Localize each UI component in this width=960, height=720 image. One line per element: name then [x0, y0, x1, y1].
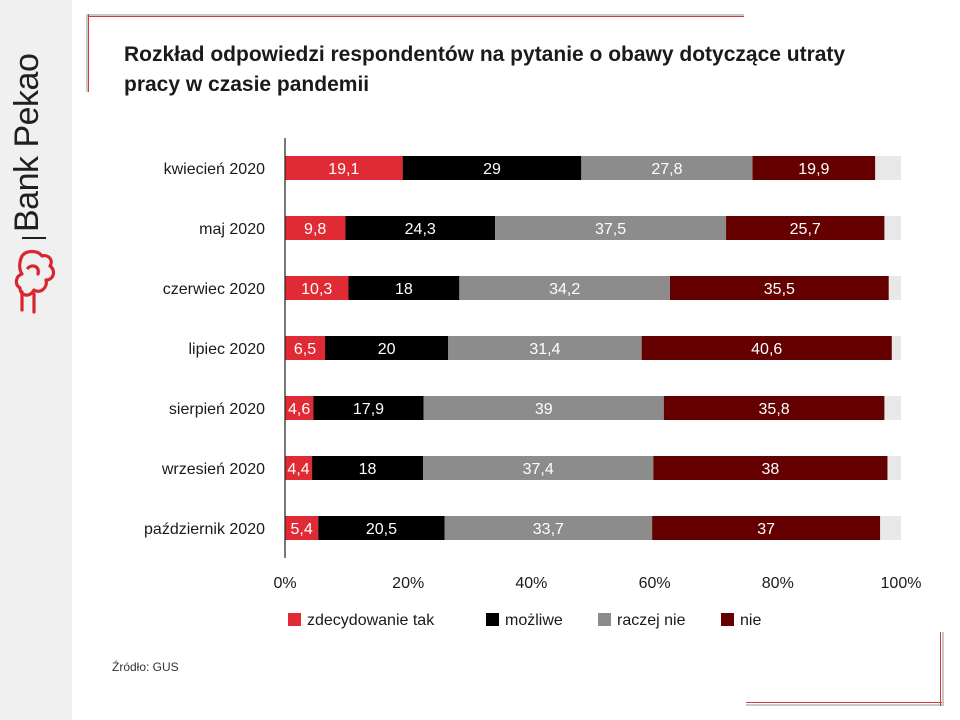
bar-segment — [285, 216, 346, 240]
bar-segment — [726, 216, 885, 240]
data-label: 29 — [483, 161, 501, 178]
legend-label: raczej nie — [617, 612, 686, 629]
bar-segment — [663, 396, 885, 420]
legend-label: możliwe — [505, 612, 563, 629]
data-label: 18 — [359, 461, 377, 478]
data-label: 35,8 — [759, 401, 790, 418]
data-label: 20 — [378, 341, 396, 358]
bar-segment — [285, 396, 314, 420]
bar-segment — [345, 216, 496, 240]
data-label: 35,5 — [764, 281, 795, 298]
bar-segment — [653, 456, 888, 480]
bar-segment — [312, 456, 423, 480]
chart-title: Rozkład odpowiedzi respondentów na pytan… — [124, 43, 846, 96]
source-note: Źródło: GUS — [112, 660, 179, 674]
bar-segment — [348, 276, 460, 300]
bar-segment — [495, 216, 727, 240]
category-label: maj 2020 — [199, 221, 265, 238]
category-label: kwiecień 2020 — [164, 161, 266, 178]
data-label: 40,6 — [751, 341, 782, 358]
x-tick-label: 60% — [639, 575, 671, 592]
legend-swatch — [288, 613, 301, 626]
data-label: 31,4 — [529, 341, 560, 358]
data-label: 37 — [757, 521, 775, 538]
legend-swatch — [598, 613, 611, 626]
data-label: 25,7 — [790, 221, 821, 238]
bar-segment — [670, 276, 889, 300]
frame-right-accent — [940, 632, 941, 706]
frame-right-line — [942, 632, 944, 706]
legend-label: zdecydowanie tak — [307, 612, 435, 629]
category-label: wrzesień 2020 — [161, 461, 265, 478]
data-label: 37,5 — [595, 221, 626, 238]
data-label: 34,2 — [549, 281, 580, 298]
category-label: październik 2020 — [144, 521, 265, 538]
x-tick-label: 20% — [392, 575, 424, 592]
legend-swatch — [486, 613, 499, 626]
bar-segment — [423, 396, 664, 420]
bar-segment — [752, 156, 876, 180]
bar-segment — [402, 156, 582, 180]
x-tick-label: 0% — [273, 575, 296, 592]
x-tick-label: 40% — [515, 575, 547, 592]
data-label: 10,3 — [301, 281, 332, 298]
bar-segment — [325, 336, 449, 360]
bar-segment — [285, 456, 313, 480]
data-label: 17,9 — [353, 401, 384, 418]
bank-pekao-logo-icon — [14, 249, 56, 314]
bar-segment — [641, 336, 892, 360]
category-label: czerwiec 2020 — [163, 281, 265, 298]
legend-swatch — [721, 613, 734, 626]
bar-segment — [444, 516, 653, 540]
bar-segment — [285, 516, 319, 540]
category-label: sierpień 2020 — [169, 401, 265, 418]
frame-top-line — [86, 14, 744, 16]
frame-top-accent — [86, 16, 744, 17]
data-label: 37,4 — [523, 461, 554, 478]
data-label: 9,8 — [304, 221, 326, 238]
data-label: 33,7 — [533, 521, 564, 538]
data-label: 18 — [395, 281, 413, 298]
bar-segment — [285, 156, 403, 180]
bar-segment — [318, 516, 445, 540]
bar-segment — [652, 516, 881, 540]
frame-bottom-accent — [746, 702, 944, 703]
data-label: 6,5 — [294, 341, 316, 358]
x-tick-label: 80% — [762, 575, 794, 592]
data-label: 4,4 — [287, 461, 309, 478]
bar-segment — [285, 336, 326, 360]
data-label: 20,5 — [366, 521, 397, 538]
brand-separator — [22, 237, 46, 239]
data-label: 5,4 — [291, 521, 313, 538]
bar-segment — [581, 156, 753, 180]
category-label: lipiec 2020 — [189, 341, 266, 358]
bar-segment — [459, 276, 670, 300]
data-label: 4,6 — [288, 401, 310, 418]
x-tick-label: 100% — [881, 575, 922, 592]
data-label: 24,3 — [405, 221, 436, 238]
bar-segment — [285, 276, 349, 300]
bar-segment — [422, 456, 654, 480]
bar-segment — [448, 336, 642, 360]
bar-segment — [313, 396, 424, 420]
frame-bottom-line — [746, 704, 944, 706]
data-label: 19,9 — [798, 161, 829, 178]
legend-label: nie — [740, 612, 761, 629]
data-label: 19,1 — [328, 161, 359, 178]
frame-left-line — [86, 14, 88, 92]
data-label: 39 — [535, 401, 553, 418]
brand-sidebar: Bank Pekao — [0, 0, 72, 720]
data-label: 27,8 — [651, 161, 682, 178]
data-label: 38 — [762, 461, 780, 478]
frame-left-accent — [88, 14, 89, 92]
